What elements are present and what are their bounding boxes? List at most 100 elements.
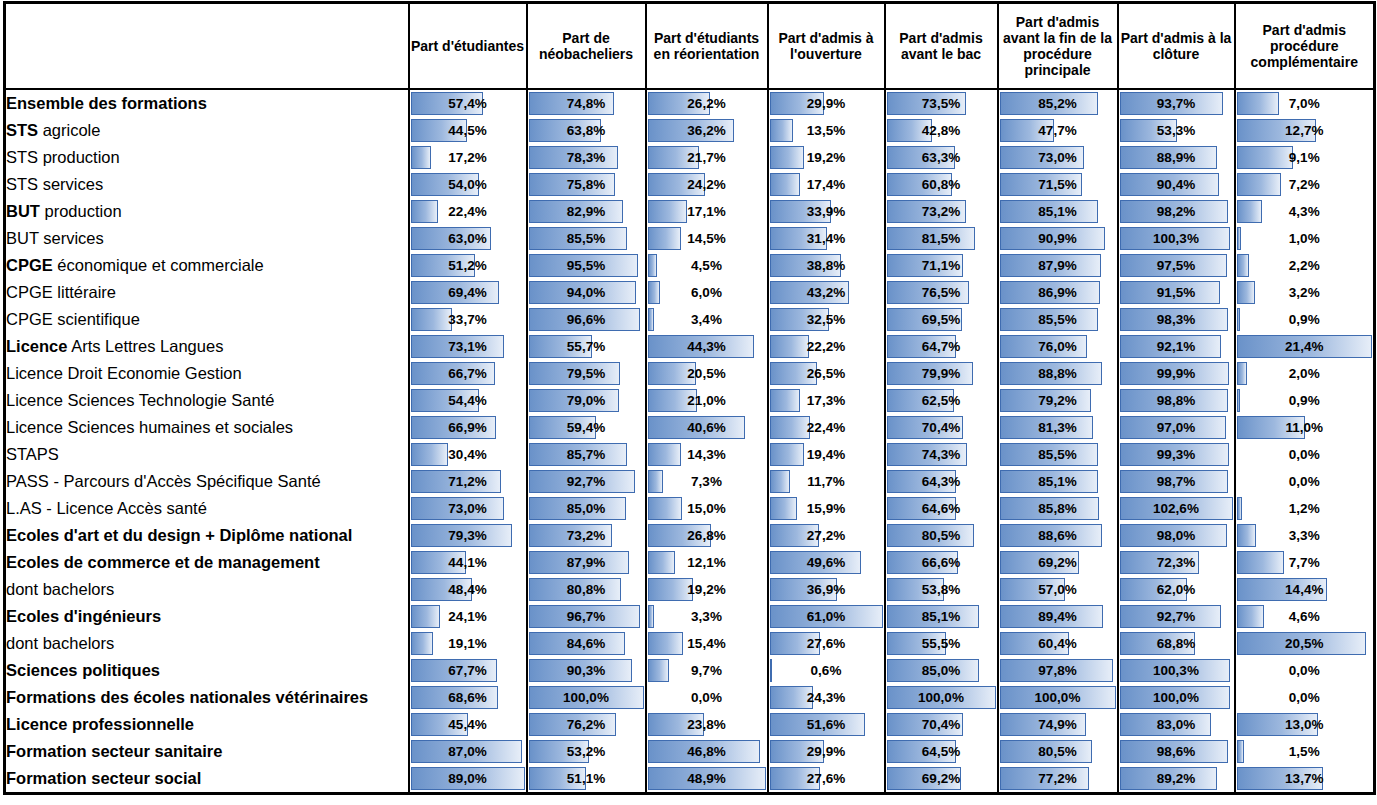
cell-value: 62,5% bbox=[886, 387, 997, 414]
cell-content: 27,2% bbox=[769, 522, 884, 549]
row-label: Licence Arts Lettres Langues bbox=[5, 333, 409, 360]
value-cell: 70,4% bbox=[885, 711, 998, 738]
cell-value: 66,9% bbox=[410, 414, 526, 441]
cell-value: 78,3% bbox=[528, 144, 645, 171]
value-cell: 73,5% bbox=[885, 89, 998, 117]
value-cell: 0,9% bbox=[1235, 387, 1375, 414]
value-cell: 64,6% bbox=[885, 495, 998, 522]
cell-content: 24,1% bbox=[410, 603, 526, 630]
cell-value: 48,9% bbox=[647, 765, 767, 792]
cell-value: 24,1% bbox=[410, 603, 526, 630]
cell-content: 92,1% bbox=[1119, 333, 1234, 360]
cell-value: 51,2% bbox=[410, 252, 526, 279]
row-label-text: CPGE littéraire bbox=[6, 283, 116, 301]
value-cell: 51,2% bbox=[409, 252, 527, 279]
value-cell: 73,0% bbox=[998, 144, 1118, 171]
cell-content: 19,2% bbox=[769, 144, 884, 171]
value-cell: 69,2% bbox=[998, 549, 1118, 576]
cell-value: 89,4% bbox=[999, 603, 1117, 630]
cell-value: 29,9% bbox=[769, 738, 884, 765]
cell-value: 7,7% bbox=[1236, 549, 1374, 576]
table-row: CPGE littéraire69,4%94,0%6,0%43,2%76,5%8… bbox=[5, 279, 1375, 306]
cell-value: 14,3% bbox=[647, 441, 767, 468]
cell-value: 98,3% bbox=[1119, 306, 1234, 333]
cell-content: 55,7% bbox=[528, 333, 645, 360]
value-cell: 15,9% bbox=[768, 495, 885, 522]
cell-content: 53,8% bbox=[886, 576, 997, 603]
cell-content: 14,4% bbox=[1236, 576, 1374, 603]
cell-value: 42,8% bbox=[886, 117, 997, 144]
cell-value: 98,8% bbox=[1119, 387, 1234, 414]
value-cell: 53,3% bbox=[1118, 117, 1235, 144]
cell-content: 73,2% bbox=[528, 522, 645, 549]
cell-value: 74,8% bbox=[528, 90, 645, 117]
value-cell: 73,2% bbox=[885, 198, 998, 225]
cell-content: 21,4% bbox=[1236, 333, 1374, 360]
cell-value: 85,1% bbox=[886, 603, 997, 630]
cell-content: 30,4% bbox=[410, 441, 526, 468]
cell-value: 7,0% bbox=[1236, 90, 1374, 117]
value-cell: 4,6% bbox=[1235, 603, 1375, 630]
cell-value: 20,5% bbox=[1236, 630, 1374, 657]
cell-value: 3,4% bbox=[647, 306, 767, 333]
cell-content: 81,3% bbox=[999, 414, 1117, 441]
cell-value: 21,7% bbox=[647, 144, 767, 171]
cell-value: 54,4% bbox=[410, 387, 526, 414]
value-cell: 0,6% bbox=[768, 657, 885, 684]
cell-content: 45,4% bbox=[410, 711, 526, 738]
row-label: dont bachelors bbox=[5, 576, 409, 603]
cell-value: 79,2% bbox=[999, 387, 1117, 414]
cell-content: 73,1% bbox=[410, 333, 526, 360]
value-cell: 17,2% bbox=[409, 144, 527, 171]
cell-value: 73,1% bbox=[410, 333, 526, 360]
value-cell: 90,4% bbox=[1118, 171, 1235, 198]
cell-content: 55,5% bbox=[886, 630, 997, 657]
cell-content: 61,0% bbox=[769, 603, 884, 630]
cell-value: 97,0% bbox=[1119, 414, 1234, 441]
row-label-bold: CPGE bbox=[6, 256, 53, 274]
value-cell: 9,1% bbox=[1235, 144, 1375, 171]
cell-value: 73,2% bbox=[528, 522, 645, 549]
row-label: BUT services bbox=[5, 225, 409, 252]
cell-content: 79,2% bbox=[999, 387, 1117, 414]
cell-value: 64,6% bbox=[886, 495, 997, 522]
value-cell: 0,0% bbox=[1235, 441, 1375, 468]
cell-content: 57,4% bbox=[410, 90, 526, 117]
cell-content: 22,2% bbox=[769, 333, 884, 360]
value-cell: 98,6% bbox=[1118, 738, 1235, 765]
cell-content: 74,3% bbox=[886, 441, 997, 468]
table-row: Licence professionnelle45,4%76,2%23,8%51… bbox=[5, 711, 1375, 738]
table-row: BUT production22,4%82,9%17,1%33,9%73,2%8… bbox=[5, 198, 1375, 225]
cell-value: 90,9% bbox=[999, 225, 1117, 252]
cell-content: 1,2% bbox=[1236, 495, 1374, 522]
cell-content: 68,6% bbox=[410, 684, 526, 711]
cell-content: 85,2% bbox=[999, 90, 1117, 117]
value-cell: 55,7% bbox=[527, 333, 646, 360]
value-cell: 100,0% bbox=[998, 684, 1118, 711]
cell-value: 26,5% bbox=[769, 360, 884, 387]
value-cell: 57,0% bbox=[998, 576, 1118, 603]
cell-value: 6,0% bbox=[647, 279, 767, 306]
cell-content: 4,3% bbox=[1236, 198, 1374, 225]
cell-value: 32,5% bbox=[769, 306, 884, 333]
cell-content: 73,5% bbox=[886, 90, 997, 117]
cell-content: 71,2% bbox=[410, 468, 526, 495]
value-cell: 33,7% bbox=[409, 306, 527, 333]
cell-value: 14,4% bbox=[1236, 576, 1374, 603]
cell-content: 0,9% bbox=[1236, 387, 1374, 414]
cell-value: 69,5% bbox=[886, 306, 997, 333]
value-cell: 24,3% bbox=[768, 684, 885, 711]
cell-content: 9,1% bbox=[1236, 144, 1374, 171]
column-header: Part d'admis avant la fin de la procédur… bbox=[998, 3, 1118, 89]
value-cell: 69,5% bbox=[885, 306, 998, 333]
cell-content: 69,2% bbox=[886, 765, 997, 792]
cell-value: 17,2% bbox=[410, 144, 526, 171]
value-cell: 99,3% bbox=[1118, 441, 1235, 468]
row-label-bold: Licence professionnelle bbox=[6, 715, 194, 733]
cell-value: 23,8% bbox=[647, 711, 767, 738]
value-cell: 26,8% bbox=[646, 522, 768, 549]
cell-content: 64,6% bbox=[886, 495, 997, 522]
row-label-text: BUT services bbox=[6, 229, 104, 247]
cell-content: 11,0% bbox=[1236, 414, 1374, 441]
cell-value: 81,3% bbox=[999, 414, 1117, 441]
